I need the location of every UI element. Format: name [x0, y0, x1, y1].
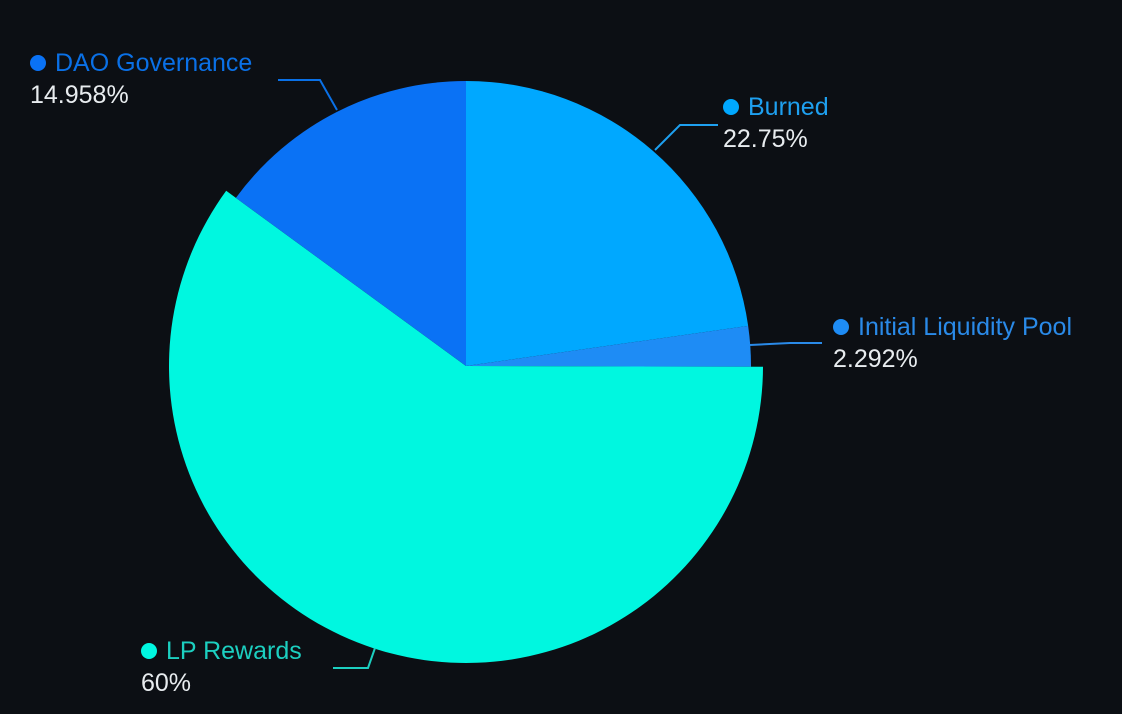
- legend-dot-icon: [30, 55, 46, 71]
- slice-value: 2.292%: [833, 345, 918, 373]
- pie-slice-initial-liquidity-pool[interactable]: [466, 325, 751, 367]
- pie-slice-dao-governance[interactable]: [235, 81, 466, 366]
- slice-name: LP Rewards: [166, 637, 302, 665]
- leader-line: [278, 79, 338, 111]
- legend-dot-icon: [141, 643, 157, 659]
- pie-slice-lp-rewards[interactable]: [168, 190, 763, 663]
- legend-name: Burned: [723, 92, 829, 122]
- legend-name: LP Rewards: [141, 636, 302, 666]
- slice-name: DAO Governance: [55, 49, 253, 77]
- slice-label: Initial Liquidity Pool 2.292%: [833, 312, 1072, 374]
- slice-name: Burned: [748, 93, 829, 121]
- leader-line: [333, 647, 376, 669]
- leader-line: [749, 342, 822, 346]
- leader-line: [654, 124, 718, 151]
- slice-label: Burned 22.75%: [723, 92, 829, 154]
- slice-label: DAO Governance 14.958%: [30, 48, 252, 110]
- slice-value: 22.75%: [723, 125, 808, 153]
- legend-name: DAO Governance: [30, 48, 252, 78]
- slice-value: 60%: [141, 669, 192, 697]
- legend-dot-icon: [723, 99, 739, 115]
- slice-label: LP Rewards 60%: [141, 636, 302, 698]
- pie-slice-burned[interactable]: [466, 81, 749, 366]
- slice-value: 14.958%: [30, 81, 129, 109]
- legend-name: Initial Liquidity Pool: [833, 312, 1072, 342]
- legend-dot-icon: [833, 319, 849, 335]
- slice-name: Initial Liquidity Pool: [858, 313, 1073, 341]
